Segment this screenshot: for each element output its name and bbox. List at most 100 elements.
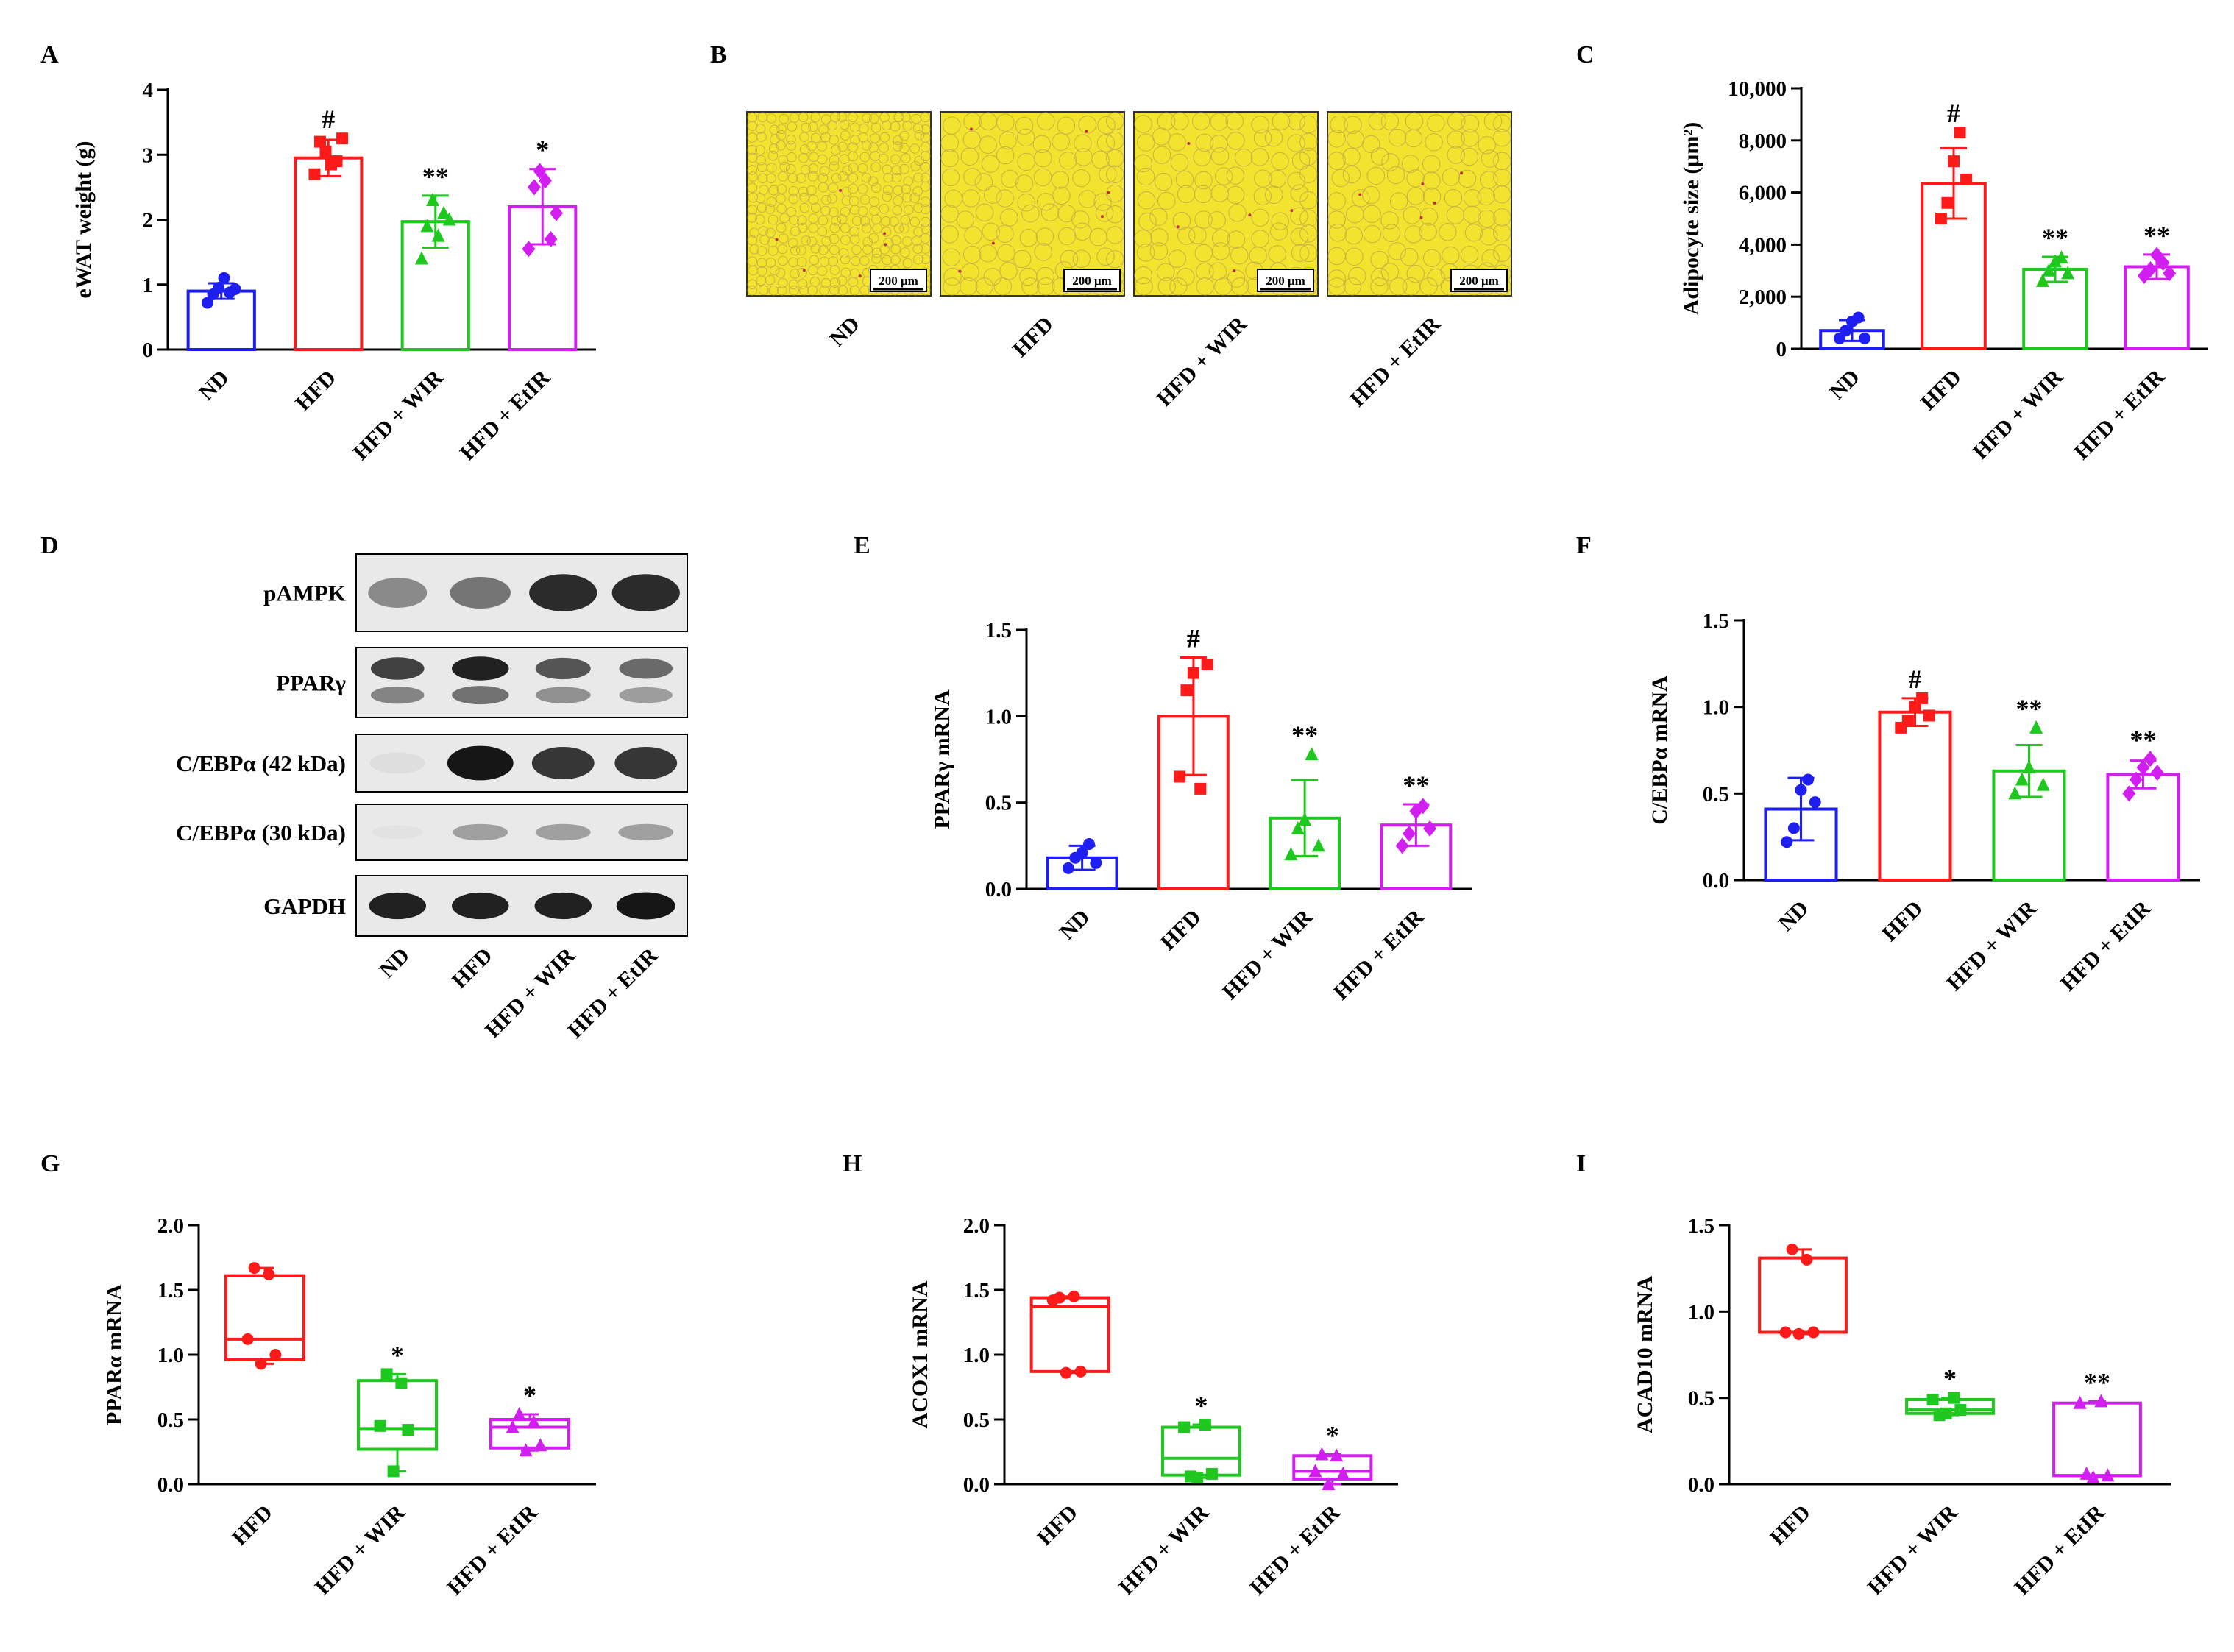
y-tick-label: 1.0 [1703, 696, 1729, 720]
protein-band [368, 578, 428, 608]
x-category-label: HFD + WIR [311, 1500, 410, 1599]
stain-spot [1100, 215, 1104, 219]
y-tick-label: 0.0 [1688, 1473, 1714, 1497]
data-point [2143, 751, 2157, 767]
data-point [2156, 255, 2170, 272]
x-category-label: HFD [291, 366, 341, 416]
y-tick-label: 1.5 [985, 619, 1012, 642]
panel-letter-G: G [40, 1150, 60, 1177]
y-tick-label: 0.5 [963, 1408, 990, 1432]
stain-spot [1085, 130, 1088, 133]
data-point [1402, 825, 1416, 842]
data-point [1311, 838, 1325, 852]
significance-mark: * [1195, 1391, 1208, 1420]
data-point [2036, 777, 2050, 791]
x-category-label: HFD [1765, 1500, 1815, 1550]
protein-band [452, 892, 509, 920]
significance-mark: ** [2084, 1367, 2110, 1397]
data-point [1954, 127, 1966, 139]
bar [2106, 773, 2180, 882]
data-point [1199, 1419, 1211, 1431]
stain-spot [1460, 171, 1464, 175]
protein-band [452, 686, 509, 705]
data-point [1852, 311, 1865, 324]
data-point [539, 172, 553, 189]
scale-bar-box [1257, 269, 1314, 292]
significance-mark: * [1943, 1364, 1957, 1394]
data-point [1423, 820, 1437, 837]
x-category-label: HFD + EtIR [455, 365, 556, 465]
data-point [308, 168, 321, 180]
protein-band [370, 657, 425, 680]
protein-band [369, 892, 426, 920]
data-point [1322, 1477, 1336, 1490]
bar [2022, 268, 2088, 350]
data-point [212, 282, 224, 294]
y-tick-label: 1.0 [157, 1344, 184, 1367]
data-point [395, 1377, 408, 1389]
y-tick-label: 0.5 [985, 792, 1012, 815]
stain-spot [839, 188, 843, 192]
data-point [1948, 155, 1960, 168]
x-category-label: ND [1773, 896, 1813, 936]
x-category-label: HFD [1032, 1500, 1082, 1550]
significance-mark: ** [2042, 223, 2068, 252]
protein-band [450, 576, 511, 609]
data-point [2015, 772, 2029, 786]
data-point [1336, 1466, 1350, 1480]
data-point [522, 241, 536, 258]
significance-mark: * [1326, 1421, 1339, 1450]
data-point [1954, 1404, 1967, 1417]
data-point [1187, 667, 1199, 679]
data-point [1933, 1409, 1946, 1422]
box [356, 1379, 439, 1451]
y-axis-label: eWAT weight (g) [71, 141, 96, 299]
histology-label: HFD + EtIR [1345, 311, 1445, 411]
y-tick-label: 0 [143, 338, 154, 362]
scale-bar-label: 200 μm [1459, 274, 1499, 288]
data-point [2086, 1470, 2100, 1483]
stain-spot [1107, 191, 1110, 194]
histology-panel: 200 μm ND 200 μm HFD 200 μm HFD + WIR 200 μm HF… [746, 111, 1512, 411]
x-category-label: ND [194, 366, 234, 405]
x-category-label: HFD + EtIR [442, 1500, 542, 1600]
protein-band [453, 823, 508, 841]
x-category-label: HFD + EtIR [2056, 896, 2156, 996]
data-point [1083, 837, 1096, 850]
box [489, 1418, 571, 1450]
y-tick-label: 0 [1776, 338, 1787, 361]
x-category-label: HFD [227, 1500, 277, 1550]
stain-spot [1421, 182, 1425, 186]
stain-spot [1358, 193, 1362, 196]
data-point [2129, 771, 2143, 788]
data-point [527, 1414, 541, 1428]
data-point [2061, 266, 2075, 280]
data-point [420, 219, 434, 233]
data-point [1298, 812, 1312, 826]
data-point [1053, 1291, 1065, 1304]
stain-spot [1248, 213, 1252, 217]
data-point [380, 1368, 393, 1380]
data-point [506, 1419, 520, 1433]
x-category-label: ND [1825, 365, 1865, 405]
data-point [425, 193, 439, 207]
data-point [1180, 684, 1193, 697]
panel-letter-A: A [40, 41, 59, 68]
significance-mark: ** [2130, 725, 2157, 754]
x-category-label: HFD + WIR [1863, 1500, 1962, 1599]
chart-E: 0.0 0.5 1.0 1.5 PPARγ mRNA # ** ** ND HFD HFD + WI… [930, 619, 1472, 1004]
y-tick-label: 2.0 [963, 1214, 990, 1238]
data-point [414, 251, 428, 265]
data-point [255, 1358, 267, 1370]
protein-band [531, 747, 595, 779]
blot-row [355, 553, 688, 632]
data-point [2122, 785, 2136, 802]
protein-band [535, 687, 591, 703]
adipocyte-outlines [747, 112, 931, 296]
y-axis-label: PPARα mRNA [102, 1284, 127, 1425]
significance-mark: * [391, 1340, 404, 1369]
data-point [2079, 1466, 2093, 1480]
scale-bar-label: 200 μm [1266, 274, 1305, 288]
y-tick-label: 0.0 [963, 1473, 990, 1497]
